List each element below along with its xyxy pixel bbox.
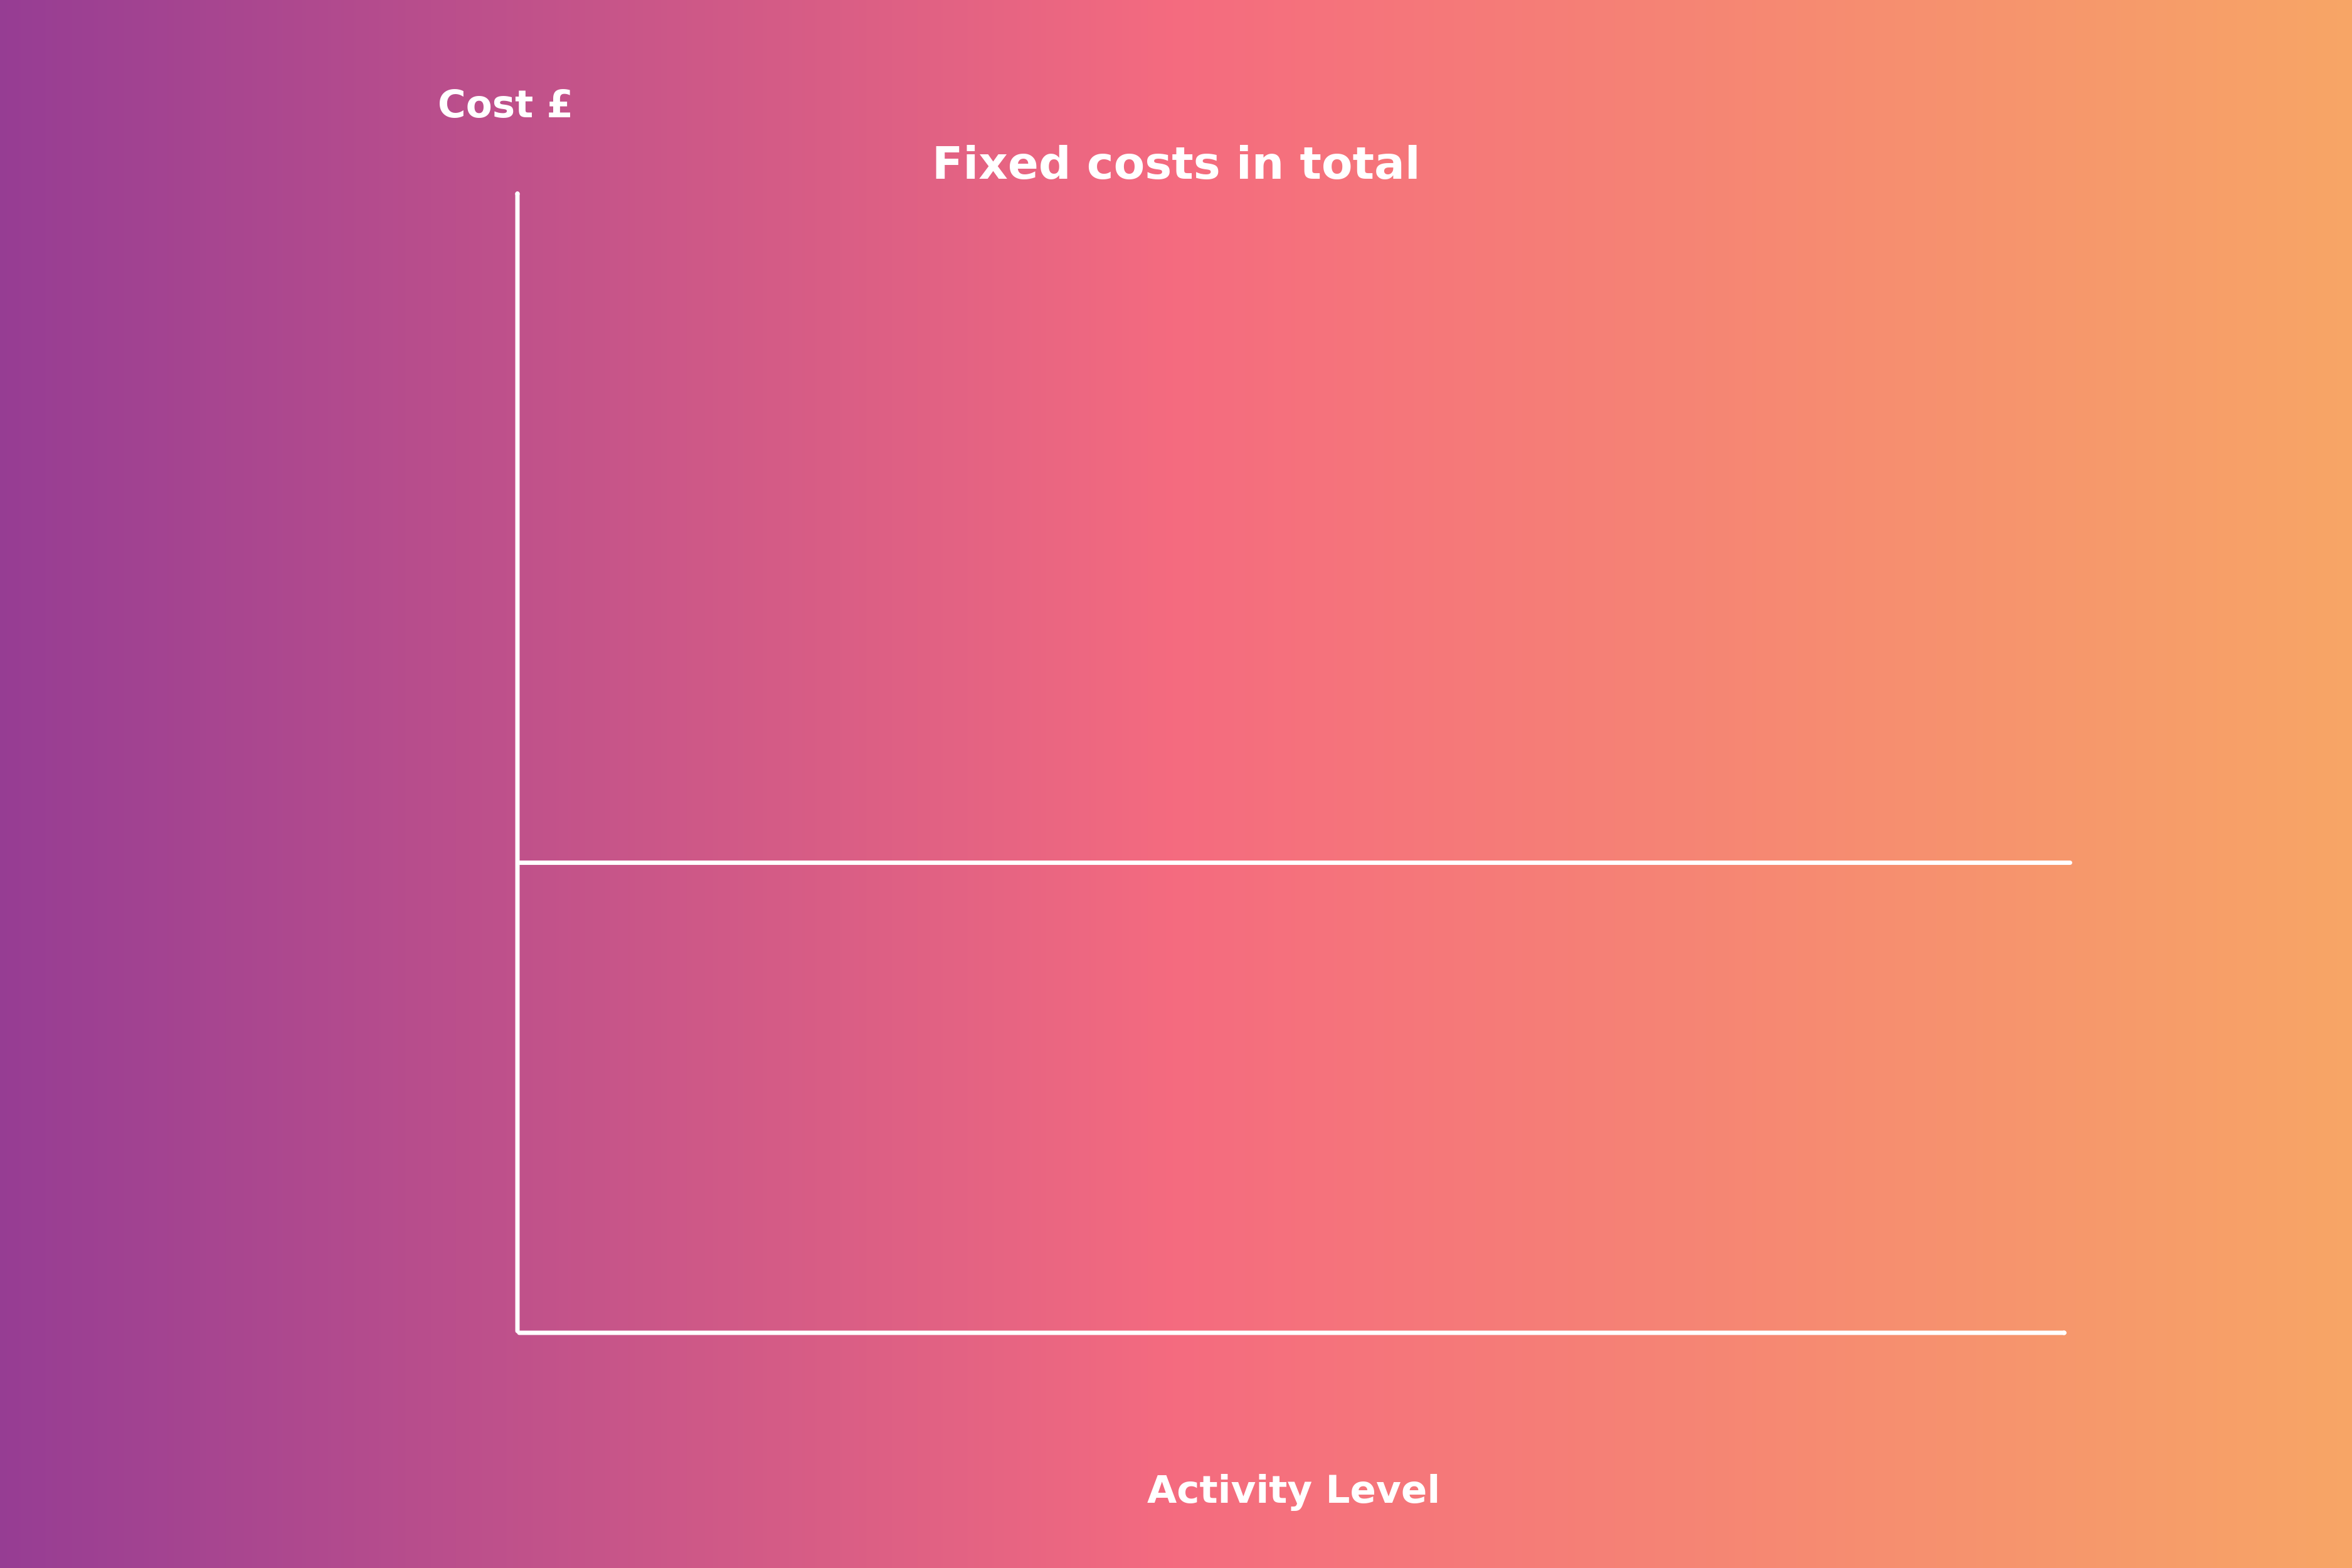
Text: Fixed costs in total: Fixed costs in total xyxy=(931,144,1421,188)
Text: Activity Level: Activity Level xyxy=(1148,1474,1439,1512)
Text: Cost £: Cost £ xyxy=(437,88,574,125)
